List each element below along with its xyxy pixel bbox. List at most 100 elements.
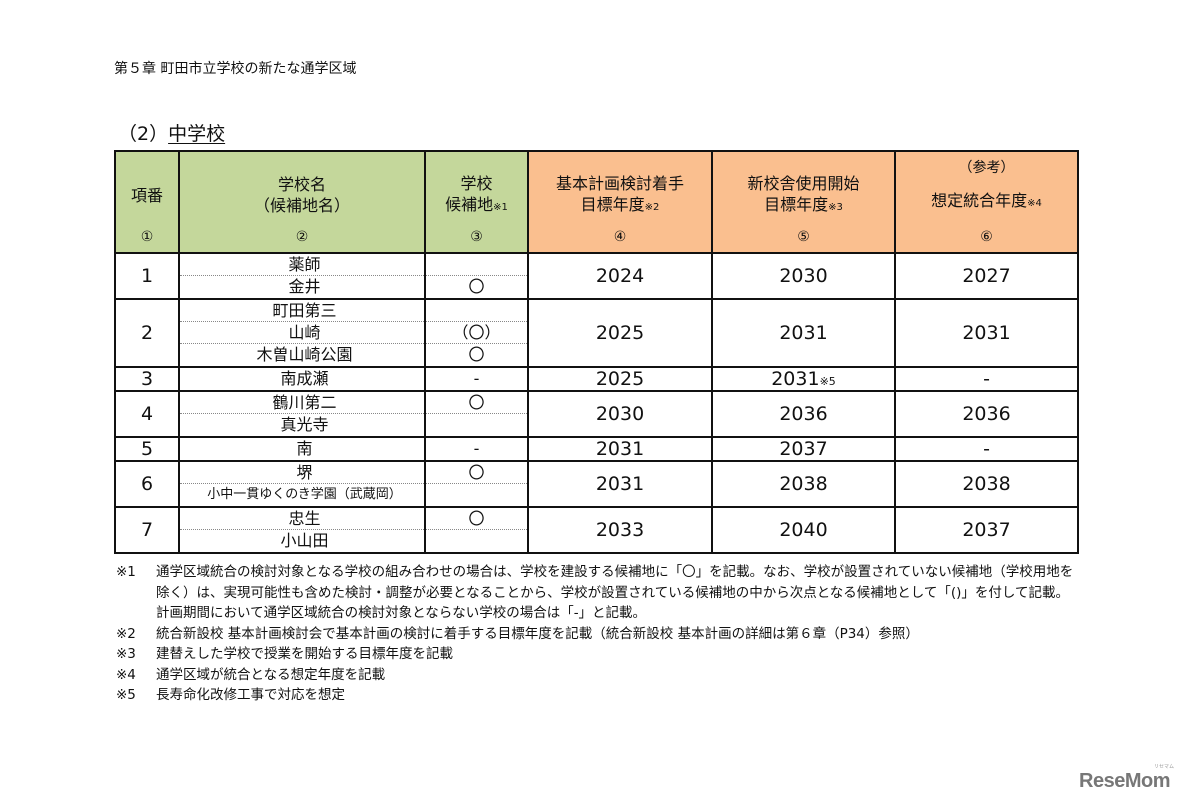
merge-year: - (894, 366, 1079, 392)
footnote-key: ※2 (116, 625, 136, 642)
candidate-mark: 〇 (426, 462, 527, 484)
plan-start-year: 2031 (527, 460, 713, 508)
new-building-year-cell: 2037 (711, 436, 896, 462)
candidate-cell: - (424, 436, 529, 462)
header-index: 項番 ① (114, 150, 180, 254)
school-names-cell: 薬師 金井 (178, 252, 426, 300)
plan-start-year: 2031 (527, 436, 713, 462)
school-name: 薬師 (180, 254, 424, 276)
header-candidate: 学校 候補地※1 ③ (424, 150, 529, 254)
footnote-key: ※4 (116, 666, 136, 683)
merge-year: 2027 (894, 252, 1079, 300)
section-prefix: （2） (118, 123, 169, 145)
school-name: 南成瀬 (280, 369, 329, 388)
section-title: （2）中学校 (118, 119, 225, 146)
chapter-title: 第５章 町田市立学校の新たな通学区域 (114, 61, 357, 77)
plan-start-year: 2033 (527, 506, 713, 554)
merge-year: 2031 (894, 298, 1079, 368)
new-building-year: 2037 (779, 438, 828, 460)
merge-year: 2037 (894, 506, 1079, 554)
footnote-text: 通学区域が統合となる想定年度を記載 (156, 666, 386, 683)
footnote: ※4 通学区域が統合となる想定年度を記載 (116, 665, 1076, 686)
school-name: 堺 (180, 462, 424, 484)
row-number: 4 (114, 390, 180, 438)
footnote-text: 通学区域統合の検討対象となる学校の組み合わせの場合は、学校を建設する候補地に「〇… (156, 564, 1074, 621)
plan-start-year: 2030 (527, 390, 713, 438)
school-name: 忠生 (180, 508, 424, 530)
new-building-year-cell: 2036 (711, 390, 896, 438)
plan-start-year: 2025 (527, 298, 713, 368)
candidate-cell: - (424, 366, 529, 392)
footnote-key: ※5 (116, 687, 136, 703)
new-building-year: 2036 (779, 403, 828, 425)
school-plan-table: 項番 ① 学校名 （候補地名） ② 学校 候補地※1 ③ 基本計画検討着手 目標年度※… (114, 150, 1079, 554)
candidate-mark: 〇 (426, 392, 527, 414)
candidate-cell: （〇）〇 (424, 298, 529, 368)
table-row: 2 町田第三 山崎 木曽山崎公園 （〇）〇 2025 2031 2031 (114, 298, 1079, 368)
merge-year: 2038 (894, 460, 1079, 508)
table-row: 6 堺小中一貫ゆくのき学園（武蔵岡）〇 2031 2038 2038 (114, 460, 1079, 508)
resemom-logo: ReseMom (1079, 770, 1170, 792)
school-name: 町田第三 (180, 300, 424, 322)
school-names-cell: 南 (178, 436, 426, 462)
new-building-year-cell: 2031※5 (711, 366, 896, 392)
header-plan-start: 基本計画検討着手 目標年度※2 ④ (527, 150, 713, 254)
table-row: 4 鶴川第二 真光寺〇 2030 2036 2036 (114, 390, 1079, 438)
footnote-text: 長寿命化改修工事で対応を想定 (156, 687, 345, 703)
candidate-mark: - (473, 369, 480, 388)
school-name: 小山田 (280, 531, 329, 550)
new-building-year: 2030 (779, 265, 828, 287)
candidate-cell: 〇 (424, 506, 529, 554)
footnotes: ※1 通学区域統合の検討対象となる学校の組み合わせの場合は、学校を建設する候補地に… (116, 562, 1076, 706)
merge-year: - (894, 436, 1079, 462)
candidate-mark: （〇） (426, 322, 527, 344)
school-name: 南 (296, 439, 313, 458)
merge-year: 2036 (894, 390, 1079, 438)
new-building-year-cell: 2040 (711, 506, 896, 554)
school-names-cell: 堺小中一貫ゆくのき学園（武蔵岡） (178, 460, 426, 508)
new-building-year: 2038 (779, 473, 828, 495)
row-number: 7 (114, 506, 180, 554)
new-building-year: 2040 (779, 519, 828, 541)
table-row: 1 薬師 金井〇 2024 2030 2027 (114, 252, 1079, 300)
school-name: 木曽山崎公園 (256, 345, 353, 364)
new-building-year-cell: 2031 (711, 298, 896, 368)
new-building-year: 2031 (779, 322, 828, 344)
row-number: 2 (114, 298, 180, 368)
school-names-cell: 南成瀬 (178, 366, 426, 392)
candidate-mark (426, 300, 527, 322)
footnote: ※2 統合新設校 基本計画検討会で基本計画の検討に着手する目標年度を記載（統合新設… (116, 624, 1076, 645)
candidate-mark: 〇 (426, 508, 527, 530)
header-merge-year: （参考） 想定統合年度※4 ⑥ (894, 150, 1079, 254)
candidate-cell: 〇 (424, 252, 529, 300)
school-name: 山崎 (180, 322, 424, 344)
candidate-cell: 〇 (424, 460, 529, 508)
row-number: 6 (114, 460, 180, 508)
plan-start-year: 2025 (527, 366, 713, 392)
plan-start-year: 2024 (527, 252, 713, 300)
school-names-cell: 忠生 小山田 (178, 506, 426, 554)
candidate-mark: - (473, 439, 480, 458)
new-building-year-cell: 2038 (711, 460, 896, 508)
footnote: ※3 建替えした学校で授業を開始する目標年度を記載 (116, 644, 1076, 665)
footnote-text: 建替えした学校で授業を開始する目標年度を記載 (156, 646, 453, 662)
footnote: ※5 長寿命化改修工事で対応を想定 (116, 685, 1076, 706)
candidate-mark (426, 484, 527, 506)
row-number: 3 (114, 366, 180, 392)
header-row: 項番 ① 学校名 （候補地名） ② 学校 候補地※1 ③ 基本計画検討着手 目標年度※… (114, 150, 1079, 254)
candidate-mark (426, 530, 527, 552)
table-row: 7 忠生 小山田〇 2033 2040 2037 (114, 506, 1079, 554)
row-number: 1 (114, 252, 180, 300)
candidate-mark (426, 414, 527, 436)
new-building-year: 2031 (771, 368, 820, 390)
footnote: ※1 通学区域統合の検討対象となる学校の組み合わせの場合は、学校を建設する候補地に… (116, 562, 1076, 624)
footnote-text: 統合新設校 基本計画検討会で基本計画の検討に着手する目標年度を記載（統合新設校 … (156, 625, 919, 642)
school-name: 金井 (288, 277, 321, 296)
header-school-name: 学校名 （候補地名） ② (178, 150, 426, 254)
school-name: 小中一貫ゆくのき学園（武蔵岡） (207, 487, 402, 502)
header-new-building: 新校舎使用開始 目標年度※3 ⑤ (711, 150, 896, 254)
resemom-logo-ruby: リセマム (1154, 764, 1175, 770)
footnote-key: ※1 (116, 564, 136, 580)
new-building-year-cell: 2030 (711, 252, 896, 300)
table-row: 5 南 - 2031 2037 - (114, 436, 1079, 462)
